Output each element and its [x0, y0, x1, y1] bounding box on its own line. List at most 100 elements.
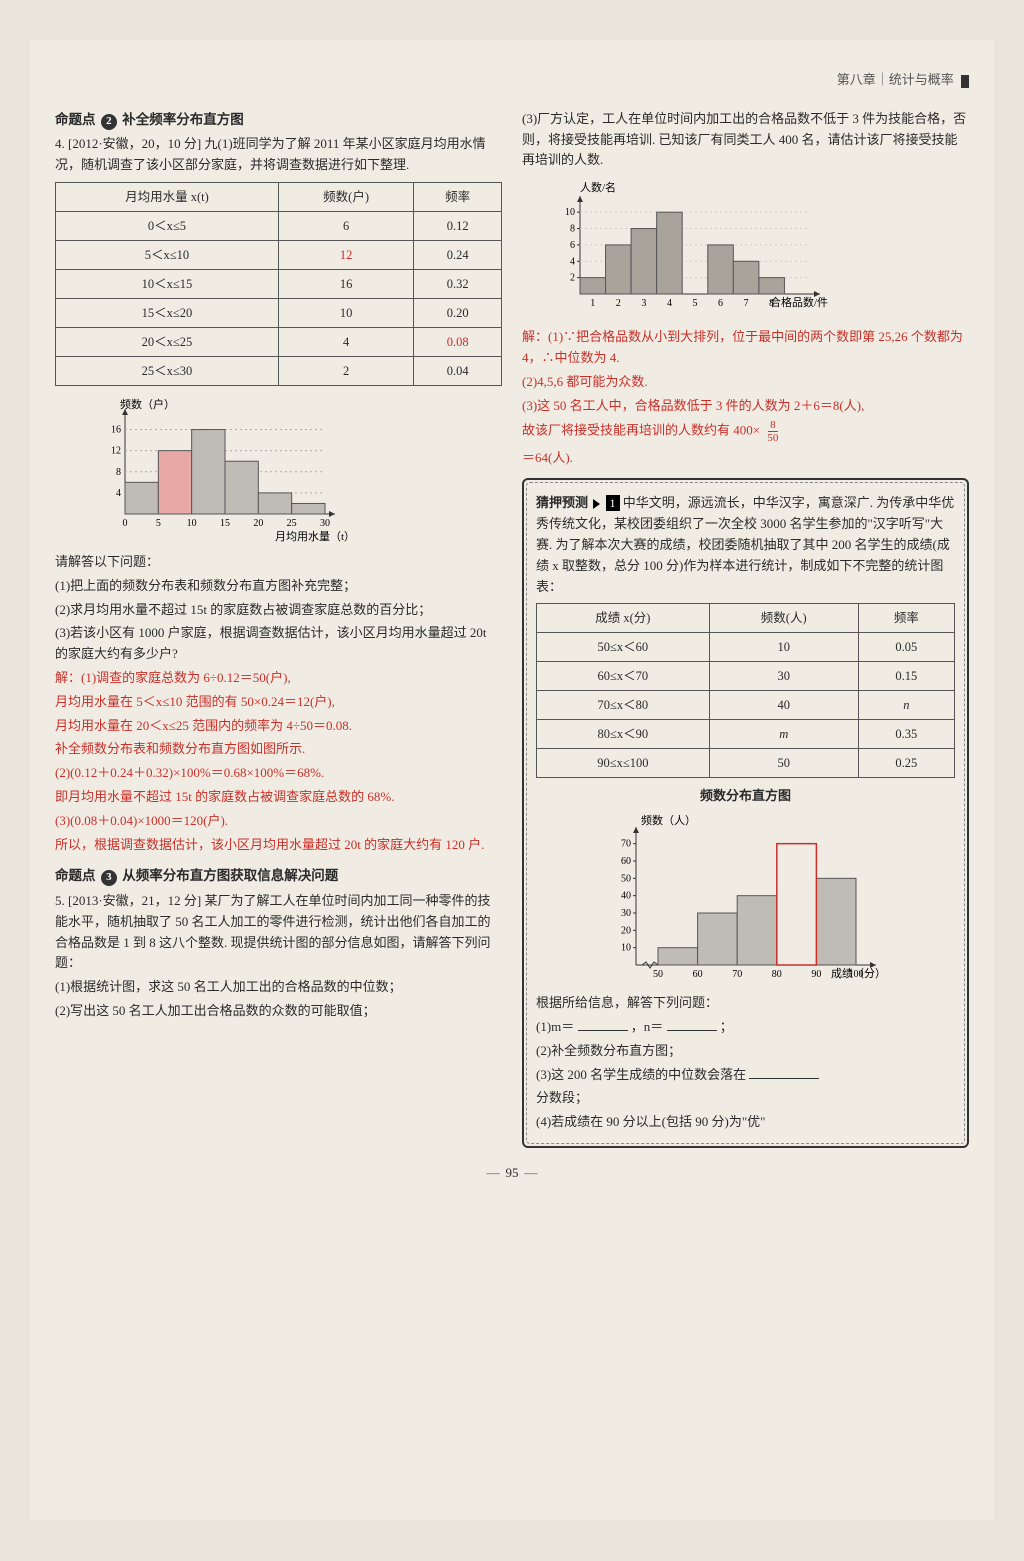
td: 0.15 [858, 662, 954, 691]
solution-line: (3)这 50 名工人中，合格品数低于 3 件的人数为 2＋6＝8(人), [522, 396, 969, 417]
td: 16 [278, 269, 414, 298]
two-column-layout: 命题点 2 补全频率分布直方图 4. [2012·安徽，20，10 分] 九(1… [55, 106, 969, 1148]
text-part: (3)这 200 名学生成绩的中位数会落在 [536, 1067, 746, 1082]
table-row: 70≤x＜8040n [537, 691, 955, 720]
prediction-intro: 猜押预测 1 中华文明，源远流长，中华汉字，寓意深广. 为传承中华优秀传统文化，… [536, 493, 955, 597]
q4-source: [2012·安徽，20，10 分] [68, 136, 201, 151]
svg-text:50: 50 [621, 873, 631, 884]
svg-text:90: 90 [811, 969, 821, 980]
blank-input[interactable] [667, 1017, 717, 1031]
chapter-title: 第八章｜统计与概率 [837, 72, 954, 87]
svg-text:25: 25 [287, 518, 297, 529]
svg-text:人数/名: 人数/名 [580, 180, 616, 194]
td: 2 [278, 356, 414, 385]
td: 25＜x≤30 [56, 356, 279, 385]
table-water-usage: 月均用水量 x(t) 频数(户) 频率 0＜x≤560.125＜x≤10120.… [55, 182, 502, 386]
svg-text:7: 7 [744, 298, 749, 309]
pred-sub4: (4)若成绩在 90 分以上(包括 90 分)为"优" [536, 1112, 955, 1133]
svg-text:80: 80 [771, 969, 781, 980]
solution-line: 即月均用水量不超过 15t 的家庭数占被调查家庭总数的 68%. [55, 787, 502, 808]
topic-name: 从频率分布直方图获取信息解决问题 [122, 868, 338, 883]
blank-input[interactable] [578, 1017, 628, 1031]
svg-text:0: 0 [123, 518, 128, 529]
solution-line: 故该厂将接受技能再培训的人数约有 400× 8 50 [522, 419, 969, 444]
td: 90≤x≤100 [537, 749, 710, 778]
solution-line: 补全频数分布表和频数分布直方图如图所示. [55, 739, 502, 760]
table-row: 成绩 x(分) 频数(人) 频率 [537, 604, 955, 633]
td: 80≤x＜90 [537, 720, 710, 749]
svg-text:2: 2 [570, 273, 575, 284]
th: 频数(户) [278, 182, 414, 211]
topic-3-title: 命题点 3 从频率分布直方图获取信息解决问题 [55, 865, 502, 887]
table-row: 5＜x≤10120.24 [56, 240, 502, 269]
text-part: 故该厂将接受技能再培训的人数约有 400× [522, 423, 760, 438]
blank-input[interactable] [749, 1065, 819, 1079]
solution-line: 所以，根据调查数据估计，该小区月均用水量超过 20t 的家庭大约有 120 户. [55, 835, 502, 856]
td: 6 [278, 211, 414, 240]
svg-text:60: 60 [621, 856, 631, 867]
svg-text:70: 70 [732, 969, 742, 980]
pred-label: 猜押预测 [536, 495, 588, 510]
q4-num: 4. [55, 136, 65, 151]
table-row: 25＜x≤3020.04 [56, 356, 502, 385]
table-row: 10＜x≤15160.32 [56, 269, 502, 298]
svg-text:70: 70 [621, 839, 631, 850]
q5-sub2: (2)写出这 50 名工人加工出合格品数的众数的可能取值； [55, 1001, 502, 1022]
denominator: 50 [765, 432, 780, 444]
svg-text:合格品数/件: 合格品数/件 [770, 295, 828, 309]
svg-text:3: 3 [641, 298, 646, 309]
pred-sub1: (1)m＝ ，n＝ ； [536, 1017, 955, 1038]
svg-text:20: 20 [621, 925, 631, 936]
solution-line: 解：(1)调查的家庭总数为 6÷0.12＝50(户), [55, 668, 502, 689]
svg-text:成绩（分）: 成绩（分） [831, 967, 886, 980]
table-row: 15＜x≤20100.20 [56, 298, 502, 327]
table-scores: 成绩 x(分) 频数(人) 频率 50≤x＜60100.0560≤x＜70300… [536, 603, 955, 778]
svg-text:1: 1 [590, 298, 595, 309]
table-row: 80≤x＜90m0.35 [537, 720, 955, 749]
chart-svg: 人数/名24681012345678合格品数/件 [542, 179, 842, 319]
histogram-scores: 频数（人）102030405060705060708090100成绩（分） [536, 810, 955, 990]
q5-source: [2013·安徽，21，12 分] [68, 893, 201, 908]
svg-text:6: 6 [570, 240, 575, 251]
td: 0.24 [414, 240, 502, 269]
td: 0＜x≤5 [56, 211, 279, 240]
solution-line: 月均用水量在 5＜x≤10 范围的有 50×0.24＝12(户), [55, 692, 502, 713]
text-part: ； [720, 1019, 733, 1034]
td: 10 [278, 298, 414, 327]
chart-svg: 频数（人）102030405060705060708090100成绩（分） [586, 810, 906, 990]
td: 12 [278, 240, 414, 269]
triangle-icon [593, 499, 600, 509]
td: 15＜x≤20 [56, 298, 279, 327]
svg-text:60: 60 [692, 969, 702, 980]
solution-line: 月均用水量在 20＜x≤25 范围内的频率为 4÷50＝0.08. [55, 716, 502, 737]
solution-line: (2)4,5,6 都可能为众数. [522, 372, 969, 393]
svg-text:频数（人）: 频数（人） [641, 813, 696, 827]
td: 0.32 [414, 269, 502, 298]
svg-text:20: 20 [253, 518, 263, 529]
solution-line: 解：(1)∵把合格品数从小到大排列，位于最中间的两个数即第 25,26 个数都为… [522, 327, 969, 369]
svg-text:50: 50 [653, 969, 663, 980]
td: m [709, 720, 858, 749]
svg-text:月均用水量（t）: 月均用水量（t） [275, 530, 355, 543]
svg-text:10: 10 [621, 943, 631, 954]
td: 4 [278, 327, 414, 356]
td: 0.12 [414, 211, 502, 240]
th: 频率 [858, 604, 954, 633]
svg-text:16: 16 [111, 425, 121, 436]
q5-sub1: (1)根据统计图，求这 50 名工人加工出的合格品数的中位数； [55, 977, 502, 998]
black-number-icon: 1 [606, 495, 620, 511]
table-row: 50≤x＜60100.05 [537, 633, 955, 662]
q5-num: 5. [55, 893, 65, 908]
topic-prefix: 命题点 [55, 868, 96, 883]
svg-text:4: 4 [116, 488, 121, 499]
circled-number-icon: 2 [101, 114, 117, 130]
td: 70≤x＜80 [537, 691, 710, 720]
solution-line: ＝64(人). [522, 448, 969, 469]
histogram-parts: 人数/名24681012345678合格品数/件 [542, 179, 969, 319]
svg-text:4: 4 [667, 298, 672, 309]
q5-sub3: (3)厂方认定，工人在单位时间内加工出的合格品数不低于 3 件为技能合格，否则，… [522, 109, 969, 171]
text-part: ，n＝ [631, 1019, 664, 1034]
svg-text:5: 5 [156, 518, 161, 529]
td: 0.04 [414, 356, 502, 385]
fraction-icon: 8 50 [765, 419, 780, 444]
